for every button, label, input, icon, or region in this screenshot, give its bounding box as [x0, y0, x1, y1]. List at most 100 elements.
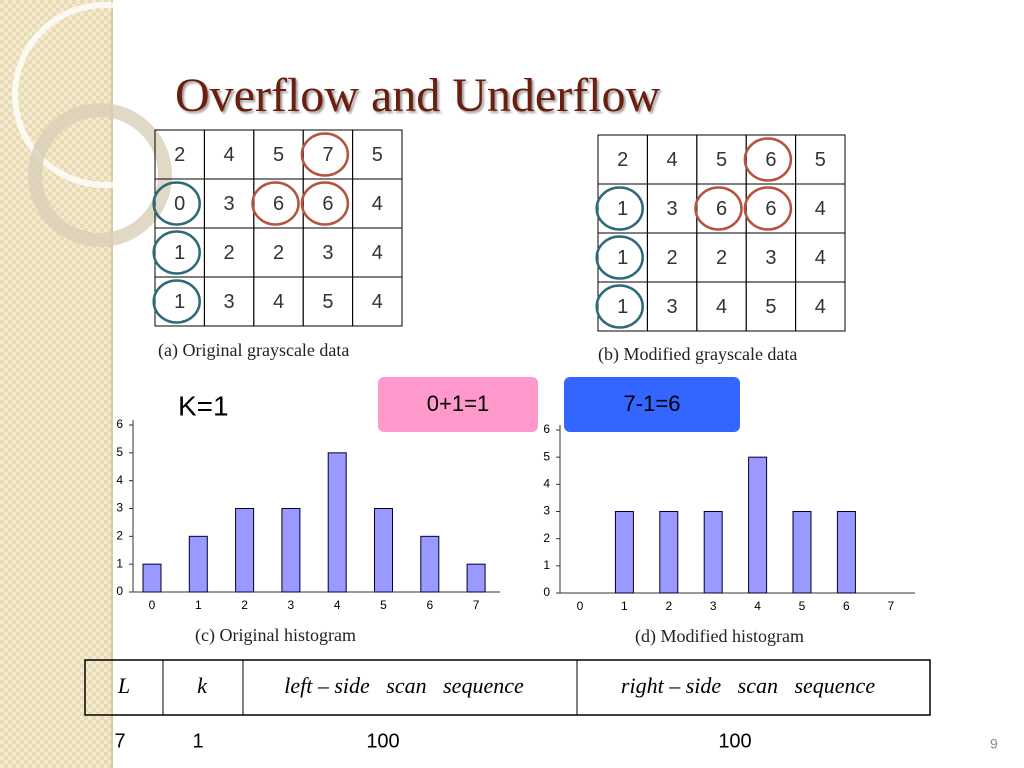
cell-value: 3 [765, 247, 776, 269]
highlight-circle [694, 186, 743, 231]
cell-value: 6 [765, 198, 776, 220]
y-tick-label: 3 [116, 501, 123, 515]
cell-value: 1 [617, 296, 628, 318]
formula-box [378, 377, 538, 432]
caption: (a) Original grayscale data [158, 340, 349, 361]
cell [352, 276, 403, 327]
cell-value: 5 [322, 291, 333, 313]
bar [188, 535, 208, 593]
cell-value: 3 [667, 198, 678, 220]
highlight-circle [595, 186, 644, 231]
bar [374, 508, 393, 593]
x-tick-label: 6 [843, 599, 850, 613]
cell-value: 5 [372, 144, 383, 166]
bar [466, 563, 486, 593]
highlight-circle [300, 181, 350, 226]
bar [235, 508, 255, 593]
highlight-circle [251, 181, 300, 226]
header-cell: right – side scan sequence [621, 673, 875, 698]
x-tick-label: 2 [241, 598, 248, 612]
bar [281, 508, 301, 593]
highlight-circle [743, 137, 793, 182]
caption: (d) Modified histogram [635, 626, 804, 647]
bar [659, 511, 679, 594]
bar [836, 511, 856, 594]
row-cell: 1 [192, 730, 203, 752]
highlight-circle [595, 235, 644, 280]
bar [420, 535, 440, 593]
bar [327, 452, 347, 593]
x-tick-label: 6 [426, 598, 433, 612]
cell-value: 4 [372, 193, 383, 215]
page-number: 9 [990, 736, 998, 752]
cell-value: 4 [224, 144, 235, 166]
header-cell: k [197, 673, 208, 698]
row-cell: 100 [718, 730, 751, 752]
bar [748, 456, 768, 594]
x-tick-label: 4 [334, 598, 341, 612]
y-tick-label: 5 [543, 449, 550, 463]
cell-value: 3 [224, 193, 235, 215]
cell-value: 1 [174, 291, 185, 313]
y-tick-label: 1 [116, 556, 123, 570]
cell-value: 2 [667, 247, 678, 269]
y-tick-label: 2 [116, 529, 123, 543]
bar [792, 511, 812, 594]
cell-value: 2 [716, 247, 727, 269]
y-tick-label: 6 [116, 417, 123, 431]
highlight-circle [595, 284, 644, 329]
y-tick-label: 3 [543, 504, 550, 518]
highlight-circle [152, 279, 201, 324]
x-tick-label: 5 [799, 599, 806, 613]
x-tick-label: 3 [710, 599, 717, 613]
header-cell: left – side scan sequence [284, 673, 524, 698]
cell-value: 4 [667, 149, 678, 171]
y-tick-label: 4 [116, 473, 123, 487]
y-tick-label: 5 [116, 445, 123, 459]
cell-value: 1 [617, 247, 628, 269]
y-tick-label: 0 [116, 584, 123, 598]
k-label: K=1 [178, 390, 229, 421]
cell-value: 7 [322, 144, 333, 166]
cell-value: 3 [667, 296, 678, 318]
highlight-circle [152, 181, 201, 226]
cell-value: 5 [273, 144, 284, 166]
cell-value: 6 [716, 198, 727, 220]
cell-value: 2 [273, 242, 284, 264]
row-cell: 7 [114, 730, 125, 752]
formula: 0+1=1 [427, 391, 489, 416]
x-tick-label: 1 [195, 598, 202, 612]
decor-circle [28, 103, 172, 247]
x-tick-label: 5 [380, 598, 387, 612]
cell-value: 4 [815, 296, 826, 318]
cell-value: 5 [765, 296, 776, 318]
x-tick-label: 4 [754, 599, 761, 613]
highlight-circle [152, 230, 201, 275]
y-tick-label: 6 [543, 422, 550, 436]
highlight-circle [743, 186, 793, 231]
cell-value: 5 [716, 149, 727, 171]
cell-value: 6 [765, 149, 776, 171]
cell-value: 3 [322, 242, 333, 264]
cell-value: 4 [716, 296, 727, 318]
decor-circle [12, 2, 198, 188]
x-tick-label: 3 [288, 598, 295, 612]
cell-value: 6 [322, 193, 333, 215]
row-cell: 100 [366, 730, 399, 752]
cell-value: 4 [273, 291, 284, 313]
cell-value: 4 [372, 242, 383, 264]
caption: (b) Modified grayscale data [598, 344, 797, 365]
slide-title: Overflow and Underflow [175, 69, 661, 122]
x-tick-label: 7 [887, 599, 894, 613]
scan-table [84, 659, 931, 716]
y-tick-label: 2 [543, 531, 550, 545]
cell-value: 6 [273, 193, 284, 215]
cell-value: 4 [815, 198, 826, 220]
y-tick-label: 4 [543, 477, 550, 491]
cell [795, 281, 846, 332]
cell-value: 1 [174, 242, 185, 264]
cell-value: 5 [815, 149, 826, 171]
bar [614, 511, 634, 594]
